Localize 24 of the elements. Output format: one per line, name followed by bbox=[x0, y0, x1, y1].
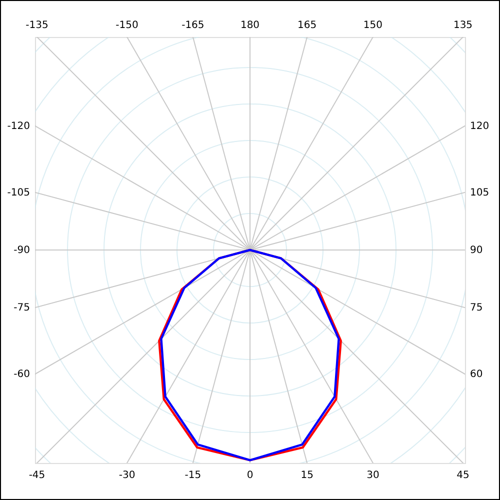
spoke-label: -15 bbox=[184, 470, 202, 481]
spoke-label: 75 bbox=[470, 302, 483, 314]
spoke-label: -30 bbox=[118, 470, 136, 481]
spoke-label: 30 bbox=[366, 470, 380, 481]
spoke-label: -45 bbox=[28, 470, 46, 481]
spoke-label: -150 bbox=[116, 20, 138, 31]
spoke-label: 105 bbox=[470, 187, 490, 198]
spoke-label: -165 bbox=[182, 20, 204, 31]
spoke-label: -75 bbox=[14, 302, 30, 314]
spoke-label: -105 bbox=[7, 187, 30, 198]
spoke-label: 60 bbox=[470, 369, 483, 380]
spoke-label: 15 bbox=[300, 470, 314, 481]
spoke-label: 0 bbox=[246, 470, 254, 481]
spoke-label: -60 bbox=[14, 369, 30, 380]
spoke-label: -120 bbox=[7, 120, 30, 132]
spoke-label: 45 bbox=[456, 470, 470, 481]
spoke-label: -90 bbox=[14, 245, 30, 256]
spoke-label: 135 bbox=[453, 20, 473, 31]
spoke-label: 165 bbox=[298, 20, 317, 31]
spoke-label: -135 bbox=[26, 20, 48, 31]
spoke-label: 90 bbox=[470, 245, 483, 256]
spoke-label: 120 bbox=[470, 120, 490, 132]
spoke-label: 150 bbox=[363, 20, 383, 31]
spoke-label: 180 bbox=[240, 20, 260, 31]
